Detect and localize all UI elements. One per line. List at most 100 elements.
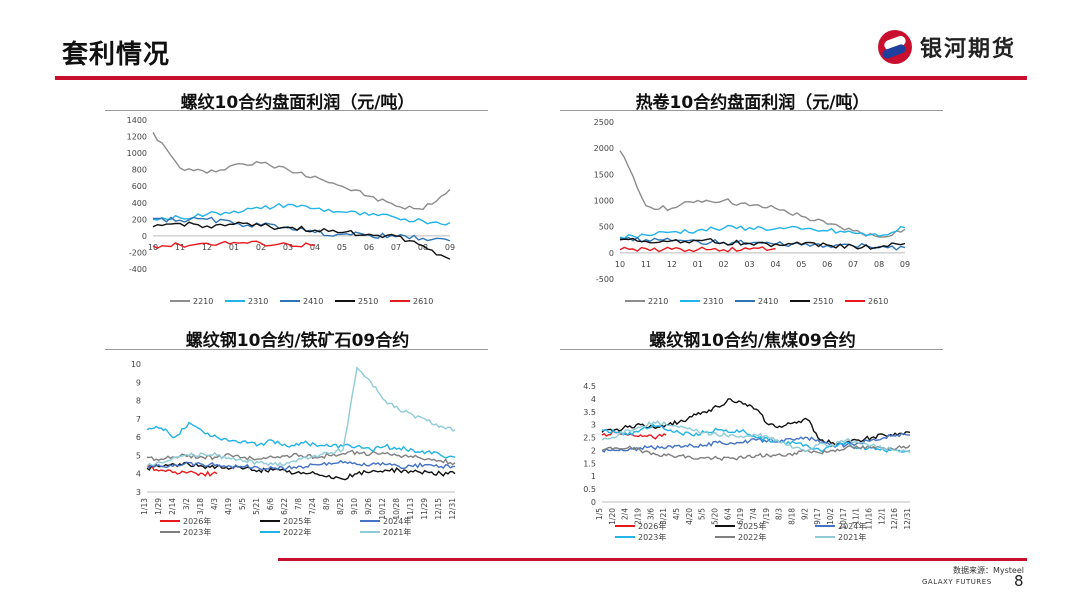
x-tick-label: 11/16 — [865, 508, 874, 530]
x-tick-label: 2/19 — [634, 508, 643, 525]
y-tick-label: 3 — [591, 421, 596, 430]
x-tick-label: 6/6 — [266, 498, 275, 510]
x-tick-label: 12 — [667, 260, 677, 269]
y-tick-label: 8 — [136, 397, 141, 406]
logo-text: 银河期货 — [920, 37, 1017, 62]
y-tick-label: 400 — [132, 199, 147, 208]
series-line-2026年 — [146, 464, 218, 478]
y-tick-label: 200 — [132, 215, 147, 224]
legend-label: 2025年 — [283, 516, 311, 526]
x-tick-label: 12/16 — [890, 508, 899, 530]
x-tick-label: 4/5 — [672, 508, 681, 520]
x-tick-label: 8/25 — [336, 498, 345, 515]
series-line-2210 — [152, 132, 451, 211]
chart-title-hrc-profit: 热卷10合约盘面利润（元/吨） — [635, 93, 870, 113]
x-tick-label: 4/20 — [685, 508, 694, 525]
legend-label: 2025年 — [738, 521, 766, 531]
y-tick-label: 7 — [136, 415, 141, 424]
chart-title-underline — [105, 110, 488, 111]
x-tick-label: 03 — [744, 260, 754, 269]
chart-title-underline — [560, 110, 943, 111]
x-tick-label: 11 — [175, 243, 185, 252]
x-tick-label: 07 — [391, 243, 401, 252]
galaxy-logo-icon — [878, 30, 912, 64]
x-tick-label: 04 — [310, 243, 320, 252]
y-tick-label: 1000 — [594, 197, 614, 206]
chart-title-rebar-ore: 螺纹钢10合约/铁矿石09合约 — [185, 331, 410, 351]
y-tick-label: 0.5 — [583, 485, 596, 494]
legend-label: 2021年 — [838, 532, 866, 542]
legend-label: 2022年 — [283, 527, 311, 537]
x-tick-label: 8/18 — [788, 508, 797, 525]
x-tick-label: 10 — [148, 243, 158, 252]
chart-rebar-ore-ratio: 10 9 8 7 6 5 4 31/13 1/29 2/14 3/2 3/18 4/3 4/19 5/5 5/… — [131, 360, 457, 537]
x-tick-label: 6/4 — [723, 508, 732, 520]
x-tick-label: 08 — [418, 243, 428, 252]
y-tick-label: 1000 — [127, 149, 147, 158]
chart-title-rebar-profit: 螺纹10合约盘面利润（元/吨） — [180, 93, 415, 113]
legend-label: 2024年 — [838, 521, 866, 531]
y-tick-label: 2500 — [594, 118, 614, 127]
x-tick-label: 6/19 — [736, 508, 745, 525]
x-tick-label: 7/24 — [308, 498, 317, 515]
series-line-2024年 — [146, 459, 456, 471]
legend-label: 2210 — [648, 297, 668, 306]
x-tick-label: 1/20 — [608, 508, 617, 525]
legend-label: 2310 — [248, 297, 268, 306]
x-tick-label: 6/22 — [280, 498, 289, 515]
legend-label: 2026年 — [183, 516, 211, 526]
x-tick-label: 01 — [693, 260, 703, 269]
x-tick-label: 07 — [848, 260, 858, 269]
series-line-2025年 — [601, 398, 911, 446]
x-tick-label: 3/6 — [646, 508, 655, 520]
x-tick-label: 05 — [337, 243, 347, 252]
y-tick-label: 2000 — [594, 144, 614, 153]
x-tick-label: 02 — [719, 260, 729, 269]
x-tick-label: 09 — [900, 260, 910, 269]
y-tick-label: 0 — [609, 249, 614, 258]
y-tick-label: 3.5 — [583, 408, 596, 417]
x-tick-label: 02 — [256, 243, 266, 252]
legend-label: 2210 — [193, 297, 213, 306]
footer-divider — [278, 558, 1027, 561]
x-tick-label: 7/4 — [749, 508, 758, 520]
x-tick-label: 5/5 — [238, 498, 247, 510]
y-tick-label: 1.5 — [583, 459, 596, 468]
x-tick-label: 10/28 — [392, 498, 401, 520]
y-tick-label: 0 — [591, 498, 596, 507]
series-line-2310 — [619, 224, 906, 240]
x-tick-label: 11/29 — [420, 498, 429, 520]
x-tick-label: 8/9 — [322, 498, 331, 510]
y-tick-label: -200 — [129, 248, 147, 257]
y-tick-label: 1200 — [127, 133, 147, 142]
x-tick-label: 10/12 — [378, 498, 387, 520]
x-tick-label: 09 — [445, 243, 455, 252]
y-tick-label: -500 — [596, 275, 614, 284]
series-line-2610 — [619, 246, 776, 253]
y-tick-label: 10 — [131, 360, 141, 369]
x-tick-label: 04 — [770, 260, 780, 269]
x-tick-label: 05 — [796, 260, 806, 269]
x-tick-label: 12/15 — [434, 498, 443, 520]
x-tick-label: 5/20 — [711, 508, 720, 525]
x-tick-label: 9/17 — [813, 508, 822, 525]
chart-rebar-coal-ratio: 4.5 4 3.5 3 2.5 2 1.5 1 0.5 01/5 1/20 2/4 2/19 3/6 3/2… — [583, 382, 912, 542]
legend-label: 2510 — [358, 297, 378, 306]
legend-label: 2610 — [413, 297, 433, 306]
x-tick-label: 10/2 — [826, 508, 835, 525]
x-tick-label: 10 — [615, 260, 625, 269]
series-line-2021年 — [601, 420, 911, 454]
y-tick-label: 600 — [132, 182, 147, 191]
x-tick-label: 3/2 — [182, 498, 191, 510]
series-line-2510 — [152, 221, 451, 260]
page-number: 8 — [1014, 572, 1024, 590]
x-tick-label: 12 — [202, 243, 212, 252]
y-tick-label: 6 — [136, 433, 141, 442]
x-tick-label: 01 — [229, 243, 239, 252]
legend-label: 2022年 — [738, 532, 766, 542]
y-tick-label: 2.5 — [583, 434, 596, 443]
legend-label: 2023年 — [183, 527, 211, 537]
y-tick-label: 3 — [136, 488, 141, 497]
legend-label: 2023年 — [638, 532, 666, 542]
